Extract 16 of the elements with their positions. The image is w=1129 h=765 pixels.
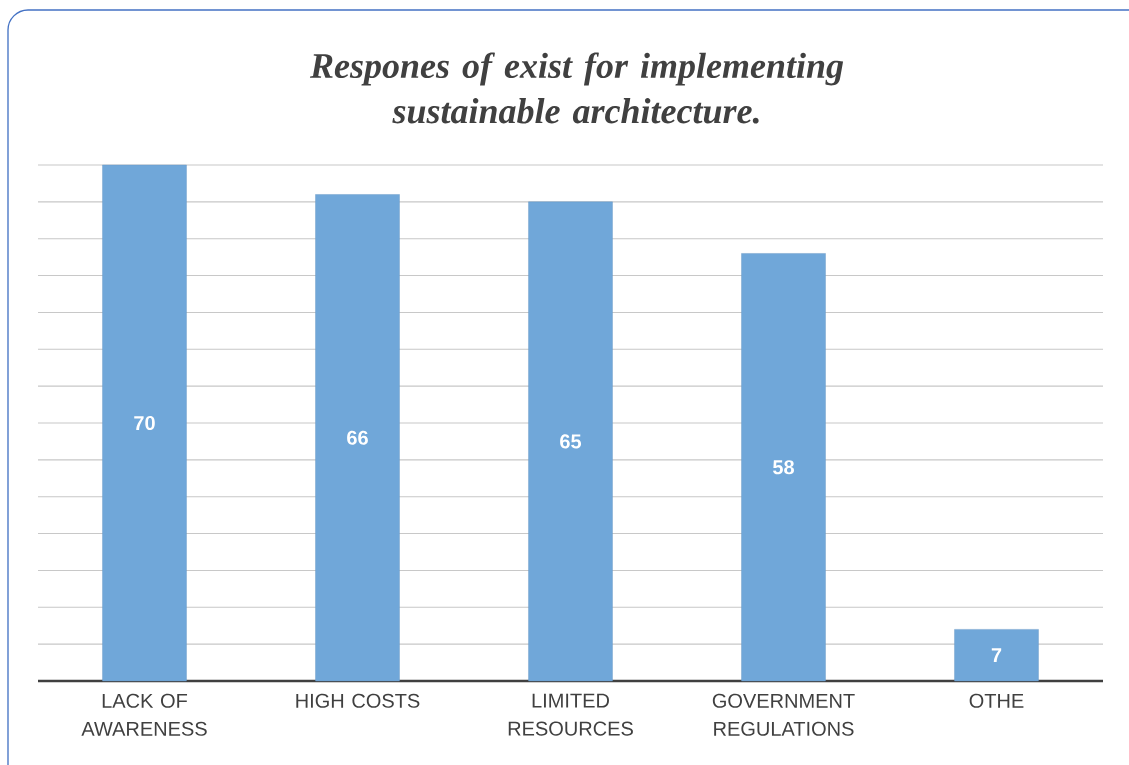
bar (528, 201, 613, 682)
bar (954, 629, 1039, 682)
x-tick-label: LIMITED RESOURCES (508, 693, 633, 736)
chart-title: Respones of exist for implementing sustainable architecture. (309, 52, 844, 124)
x-tick-label: LACK OF AWARENESS (81, 693, 207, 736)
bar (102, 164, 187, 682)
x-tick-label: HIGH COSTS (296, 693, 420, 708)
bar (315, 194, 400, 682)
data-label: 7 (991, 648, 1002, 663)
data-label: 65 (560, 434, 582, 449)
x-tick-label: GOVERNMENT REGULATIONS (712, 693, 855, 736)
data-label: 66 (347, 430, 368, 445)
x-tick-label: OTHE (969, 693, 1024, 708)
bar (741, 253, 826, 682)
data-label: 70 (134, 415, 155, 431)
data-label: 58 (772, 460, 794, 475)
